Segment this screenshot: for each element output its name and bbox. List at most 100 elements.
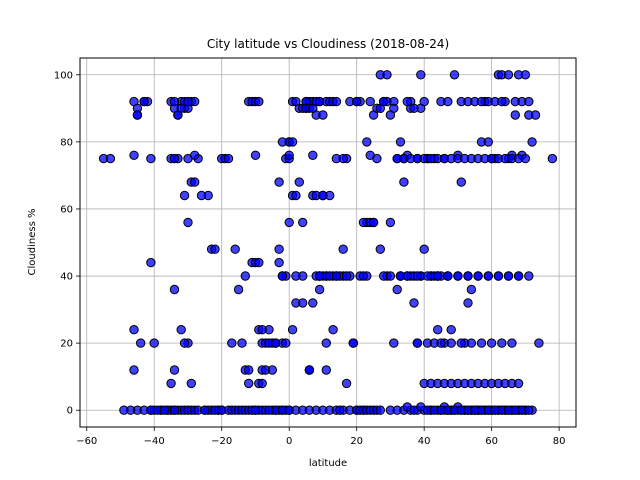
data-point bbox=[385, 271, 396, 281]
data-point bbox=[379, 96, 389, 107]
data-point bbox=[513, 378, 524, 389]
data-point bbox=[547, 153, 558, 164]
data-point bbox=[321, 365, 331, 375]
data-point bbox=[129, 325, 139, 335]
x-tick-label: 0 bbox=[286, 436, 292, 447]
data-points bbox=[98, 70, 558, 415]
data-point bbox=[210, 244, 220, 254]
data-point bbox=[287, 137, 298, 147]
data-point bbox=[520, 153, 531, 164]
data-point bbox=[466, 284, 477, 295]
data-point bbox=[227, 338, 237, 348]
data-point bbox=[358, 271, 369, 281]
data-point bbox=[186, 378, 197, 389]
data-point bbox=[244, 365, 254, 375]
data-point bbox=[456, 177, 466, 187]
y-tick-label: 0 bbox=[67, 406, 73, 417]
data-point bbox=[237, 338, 247, 348]
data-point bbox=[291, 190, 301, 201]
data-point bbox=[250, 405, 261, 415]
data-point bbox=[419, 96, 429, 107]
data-point bbox=[530, 110, 541, 120]
data-point bbox=[308, 150, 318, 161]
data-point bbox=[294, 177, 304, 187]
data-point bbox=[399, 177, 409, 187]
data-point bbox=[510, 110, 520, 120]
y-tick-label: 20 bbox=[60, 339, 73, 350]
data-point bbox=[463, 271, 473, 281]
data-point bbox=[446, 338, 456, 348]
data-point bbox=[524, 96, 534, 107]
data-point bbox=[274, 257, 284, 268]
data-point bbox=[497, 96, 507, 107]
x-tick-label: −60 bbox=[76, 436, 97, 447]
data-point bbox=[274, 177, 284, 187]
data-point bbox=[281, 338, 291, 348]
data-point bbox=[419, 244, 429, 254]
data-point bbox=[375, 405, 385, 415]
data-point bbox=[230, 244, 240, 254]
data-point bbox=[274, 244, 284, 254]
data-point bbox=[139, 96, 149, 107]
data-point bbox=[136, 338, 146, 348]
data-point bbox=[318, 190, 328, 201]
data-point bbox=[389, 103, 399, 114]
data-point bbox=[169, 284, 180, 295]
data-point bbox=[524, 271, 534, 281]
data-point bbox=[348, 338, 358, 348]
data-point bbox=[200, 405, 210, 415]
data-point bbox=[534, 338, 544, 348]
x-tick-label: 40 bbox=[418, 436, 431, 447]
data-point bbox=[179, 338, 190, 348]
data-point bbox=[169, 405, 180, 415]
data-point bbox=[159, 405, 170, 415]
data-point bbox=[254, 257, 264, 268]
data-point bbox=[183, 217, 193, 228]
data-point bbox=[318, 110, 328, 120]
data-point bbox=[483, 137, 493, 147]
data-point bbox=[473, 271, 483, 281]
data-point bbox=[365, 150, 375, 161]
data-point bbox=[389, 338, 399, 348]
data-point bbox=[436, 338, 446, 348]
data-point bbox=[395, 137, 406, 147]
data-point bbox=[267, 365, 277, 375]
y-tick-label: 60 bbox=[60, 204, 73, 215]
data-point bbox=[507, 338, 517, 348]
data-point bbox=[284, 217, 294, 228]
data-point bbox=[341, 271, 352, 281]
data-point bbox=[314, 96, 325, 107]
data-point bbox=[183, 96, 193, 107]
x-tick-label: 20 bbox=[350, 436, 363, 447]
data-point bbox=[149, 338, 159, 348]
data-point bbox=[277, 271, 288, 281]
data-point bbox=[105, 153, 116, 164]
data-point bbox=[166, 378, 176, 389]
data-point bbox=[352, 96, 362, 107]
x-tick-label: 60 bbox=[485, 436, 498, 447]
data-point bbox=[291, 271, 301, 281]
data-point bbox=[244, 378, 254, 389]
data-point bbox=[169, 96, 180, 107]
data-point bbox=[443, 271, 453, 281]
data-point bbox=[240, 271, 251, 281]
data-point bbox=[169, 365, 180, 375]
data-point bbox=[503, 70, 514, 80]
data-point bbox=[412, 271, 423, 281]
data-point bbox=[341, 378, 352, 389]
data-point bbox=[190, 177, 200, 187]
plot-area-frame bbox=[79, 57, 577, 428]
data-point bbox=[223, 153, 234, 164]
data-point bbox=[466, 338, 477, 348]
data-point bbox=[409, 103, 419, 114]
data-point bbox=[503, 271, 514, 281]
data-point bbox=[284, 150, 294, 161]
data-point bbox=[513, 271, 524, 281]
data-point bbox=[392, 284, 402, 295]
chart-title: City latitude vs Cloudiness (2018-08-24) bbox=[207, 37, 449, 51]
y-axis-label: Cloudiness % bbox=[27, 209, 38, 276]
data-point bbox=[233, 284, 244, 295]
data-point bbox=[520, 70, 531, 80]
data-point bbox=[314, 284, 325, 295]
